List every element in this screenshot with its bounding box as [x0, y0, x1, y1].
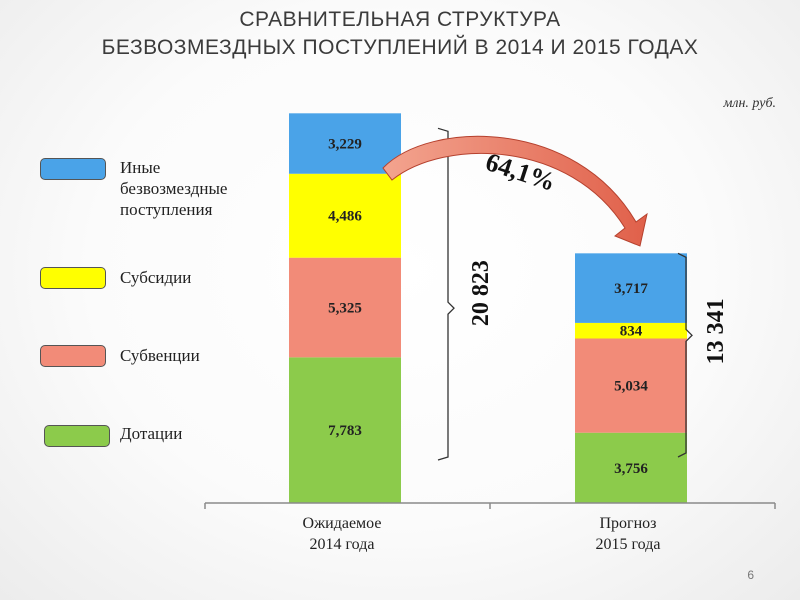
legend-swatch-subsidies	[40, 267, 106, 289]
x-tick-label: Прогноз	[600, 515, 657, 532]
legend-swatch-other	[40, 158, 106, 180]
legend-label-grants: Дотации	[120, 424, 183, 443]
total-label: 20 823	[468, 260, 494, 326]
bar-segment	[575, 253, 687, 323]
legend-label-other: Иные безвозмездные поступления	[120, 158, 228, 219]
bar-segment	[289, 173, 401, 258]
units-label: млн. руб.	[723, 96, 776, 111]
data-label: 3,717	[614, 281, 648, 297]
chart-title-line1: СРАВНИТЕЛЬНАЯ СТРУКТУРА	[239, 8, 561, 31]
data-label: 5,325	[328, 301, 362, 317]
legend-swatch-subventions	[40, 345, 106, 367]
x-tick-label: 2014 года	[310, 536, 375, 553]
bar-segment	[289, 257, 401, 358]
total-label: 13 341	[703, 298, 729, 364]
data-label: 4,486	[328, 209, 362, 225]
bar-segment	[575, 322, 687, 339]
total-bracket	[437, 127, 455, 461]
page-number: 6	[747, 568, 754, 582]
x-tick-label: 2015 года	[596, 536, 661, 553]
data-label: 3,229	[328, 137, 362, 153]
data-label: 5,034	[614, 379, 648, 395]
data-label: 3,756	[614, 461, 648, 477]
legend-label-subventions: Субвенции	[120, 346, 200, 365]
data-label: 834	[620, 324, 643, 340]
chart-title: СРАВНИТЕЛЬНАЯ СТРУКТУРА БЕЗВОЗМЕЗДНЫХ ПО…	[0, 6, 800, 62]
bar-segment	[575, 338, 687, 433]
legend-swatch-grants	[44, 425, 110, 447]
bar-segment	[289, 113, 401, 174]
data-label: 7,783	[328, 423, 362, 439]
bar-segment	[289, 357, 401, 503]
legend-label-subsidies: Субсидии	[120, 268, 192, 287]
x-tick-label: Ожидаемое	[303, 515, 382, 532]
bar-segment	[575, 432, 687, 503]
total-bracket	[677, 252, 693, 458]
chart-title-line2: БЕЗВОЗМЕЗДНЫХ ПОСТУПЛЕНИЙ В 2014 И 2015 …	[101, 36, 699, 59]
change-arrow	[382, 135, 648, 247]
